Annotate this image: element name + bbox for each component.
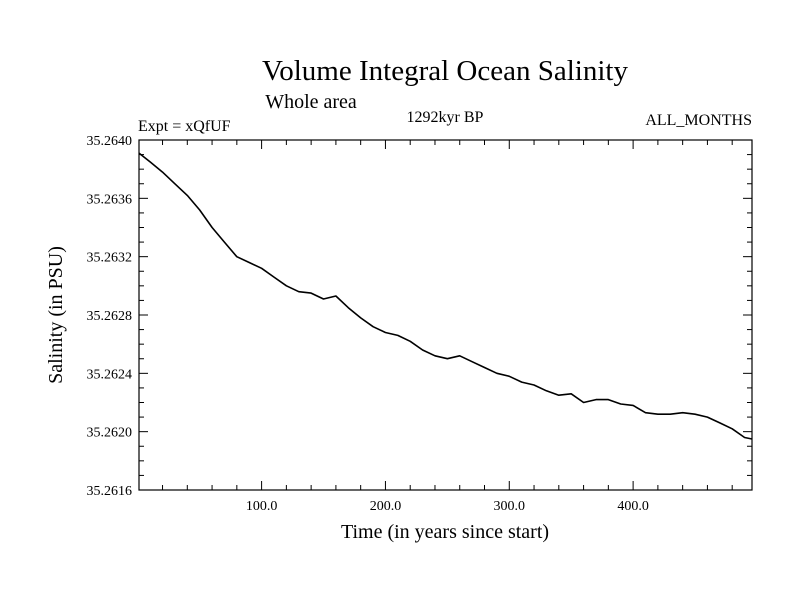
y-tick-label: 35.2640 — [87, 134, 133, 149]
series-line — [138, 152, 753, 440]
y-tick-label: 35.2628 — [87, 309, 133, 324]
months-label: ALL_MONTHS — [645, 112, 752, 129]
y-tick-label: 35.2632 — [87, 251, 133, 266]
chart-subtitle: Whole area — [265, 91, 357, 113]
y-tick-label: 35.2620 — [87, 426, 133, 441]
x-axis-label: Time (in years since start) — [341, 521, 549, 543]
y-tick-label: 35.2616 — [87, 484, 133, 499]
x-axis-ticks: 100.0 200.0 300.0 400.0 — [162, 140, 733, 514]
y-tick-label: 35.2624 — [87, 367, 133, 382]
plot-frame — [138, 139, 753, 491]
y-axis-label: Salinity (in PSU) — [45, 246, 67, 384]
x-tick-label: 200.0 — [370, 499, 402, 514]
experiment-label: Expt = xQfUF — [138, 118, 231, 135]
y-axis-ticks: 35.2616 35.2620 35.2624 35.2628 35.2632 35.26… — [87, 134, 752, 499]
x-tick-label: 400.0 — [617, 499, 649, 514]
chart-title: Volume Integral Ocean Salinity — [262, 55, 628, 87]
x-tick-label: 300.0 — [494, 499, 526, 514]
period-label: 1292kyr BP — [407, 109, 484, 126]
x-tick-label: 100.0 — [246, 499, 278, 514]
series-layer — [138, 152, 753, 440]
y-tick-label: 35.2636 — [87, 192, 133, 207]
